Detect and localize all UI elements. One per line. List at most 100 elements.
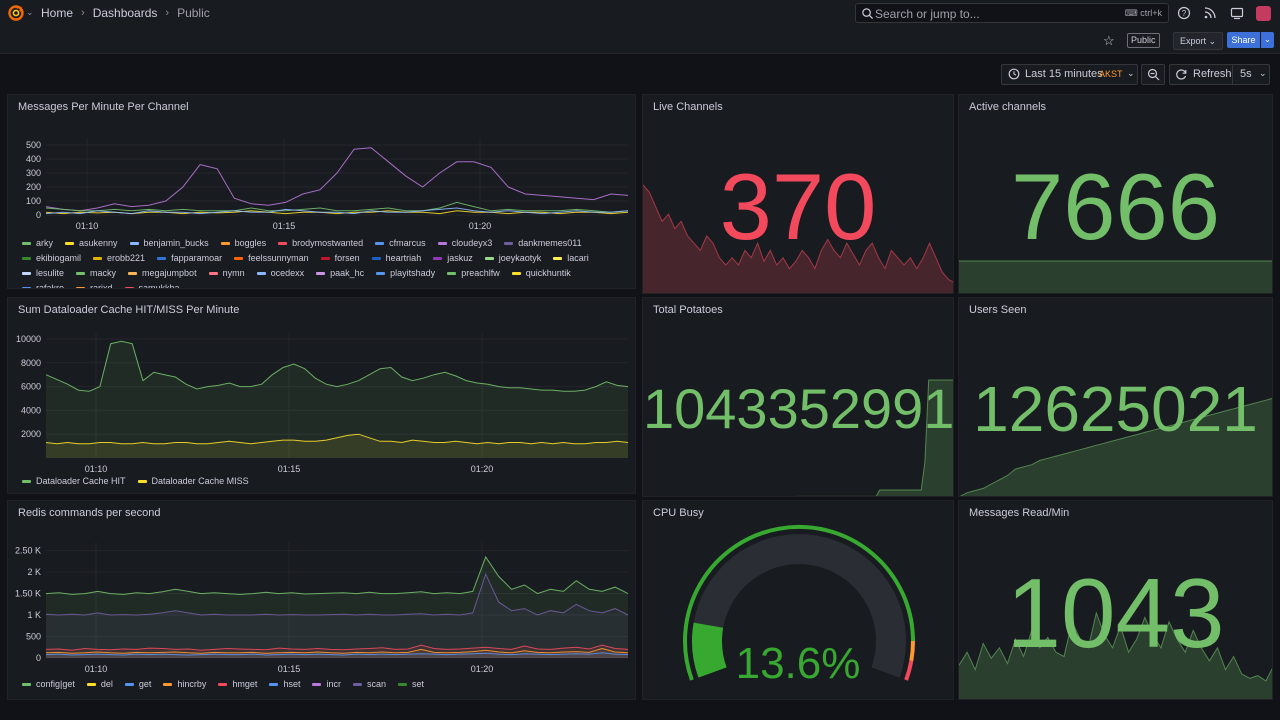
series-line <box>45 147 629 212</box>
legend-item[interactable]: ocedexx <box>256 268 305 278</box>
help-icon[interactable]: ? <box>1177 6 1191 20</box>
legend-swatch <box>484 256 494 260</box>
legend-label: brodymostwanted <box>292 238 364 248</box>
legend-item[interactable]: benjamin_bucks <box>129 238 209 248</box>
legend-item[interactable]: set <box>397 679 424 689</box>
legend-item[interactable]: megajumpbot <box>128 268 197 278</box>
zoom-out-button[interactable] <box>1141 64 1165 85</box>
panel-cpu-busy: CPU Busy 13.6% <box>642 500 954 700</box>
user-avatar[interactable] <box>1256 6 1271 21</box>
share-options-button[interactable]: ⌄ <box>1261 32 1274 48</box>
time-range-label: Last 15 minutes <box>1025 68 1103 80</box>
legend-item[interactable]: hset <box>269 679 300 689</box>
legend-item[interactable]: playitshady <box>376 268 435 278</box>
panel-title: Active channels <box>969 101 1047 113</box>
grafana-logo-icon[interactable] <box>8 5 24 21</box>
refresh-label[interactable]: Refresh <box>1193 68 1232 80</box>
legend-label: ocedexx <box>270 268 305 278</box>
x-tick-label: 01:15 <box>278 664 301 674</box>
legend-label: fapparamoar <box>171 253 223 263</box>
legend-item[interactable]: hmget <box>218 679 257 689</box>
rss-news-icon[interactable] <box>1203 6 1217 20</box>
legend-item[interactable]: cfmarcus <box>375 238 426 248</box>
legend-item[interactable]: get <box>124 679 151 689</box>
time-range-picker[interactable]: Last 15 minutes AKST ⌄ <box>1001 64 1138 85</box>
gauge-value: 13.6% <box>735 639 861 688</box>
legend-item[interactable]: dankmemes011 <box>504 238 582 248</box>
breadcrumb-home[interactable]: Home <box>41 6 74 20</box>
sparkline-area <box>643 185 953 293</box>
legend-item[interactable]: jaskuz <box>433 253 473 263</box>
legend-item[interactable]: incr <box>312 679 341 689</box>
y-tick-label: 2.50 K <box>15 546 41 556</box>
legend-item[interactable]: del <box>86 679 113 689</box>
y-tick-label: 2 K <box>27 567 41 577</box>
legend-swatch <box>553 256 563 260</box>
sparkline-line <box>643 184 953 283</box>
x-tick-label: 01:20 <box>469 221 492 231</box>
refresh-interval[interactable]: 5s <box>1240 68 1252 80</box>
x-tick-label: 01:15 <box>278 464 301 473</box>
legend-item[interactable]: boggles <box>220 238 266 248</box>
legend-item[interactable]: lesulite <box>22 268 64 278</box>
legend-item[interactable]: feelssunnyman <box>234 253 309 263</box>
legend-item[interactable]: paak_hc <box>316 268 364 278</box>
star-icon[interactable]: ☆ <box>1103 33 1115 48</box>
legend-swatch <box>22 682 31 686</box>
legend-item[interactable]: rafakro <box>22 283 64 288</box>
legend-item[interactable]: ekibiogamil <box>22 253 81 263</box>
dataloader-chart[interactable]: 2000 4000 6000 8000 10000 01:10 01:15 01:20 <box>8 298 636 473</box>
legend-item[interactable]: brodymostwanted <box>278 238 363 248</box>
legend-item[interactable]: macky <box>76 268 116 278</box>
share-button[interactable]: Share <box>1227 32 1260 48</box>
messages-chart[interactable]: 0 100 200 300 400 500 01:10 01:15 01:20 <box>8 95 636 235</box>
legend-item[interactable]: quickhuntik <box>511 268 571 278</box>
legend-swatch <box>163 682 173 686</box>
panel-title: Messages Read/Min <box>969 507 1070 519</box>
series-line <box>45 433 629 445</box>
legend-item[interactable]: heartriah <box>371 253 421 263</box>
legend-item[interactable]: rarjxd <box>76 283 113 288</box>
legend-swatch <box>397 682 407 686</box>
series-line <box>45 644 629 651</box>
panel-title: CPU Busy <box>653 507 704 519</box>
legend-label: set <box>411 679 424 689</box>
refresh-picker[interactable]: Refresh 5s ⌄ <box>1169 64 1270 85</box>
legend-item[interactable]: Dataloader Cache HIT <box>22 476 126 486</box>
sparkline-area <box>959 261 1272 293</box>
legend-item[interactable]: cloudeyx3 <box>437 238 492 248</box>
dock-menu-icon[interactable] <box>1230 6 1244 20</box>
legend-item[interactable]: joeykaotyk <box>484 253 542 263</box>
legend-label: joeykaotyk <box>498 253 542 263</box>
legend-item[interactable]: Dataloader Cache MISS <box>137 476 249 486</box>
legend-label: megajumpbot <box>142 268 197 278</box>
active-channels-sparkline <box>959 260 1272 293</box>
legend-item[interactable]: erobb221 <box>93 253 145 263</box>
legend-item[interactable]: forsen <box>320 253 360 263</box>
chevron-down-icon[interactable]: ⌄ <box>26 7 34 17</box>
legend-item[interactable]: lacari <box>553 253 589 263</box>
legend-swatch <box>129 241 139 245</box>
legend-item[interactable]: asukenny <box>65 238 118 248</box>
y-tick-label: 0 <box>36 210 41 220</box>
legend-item[interactable]: nymn <box>208 268 245 278</box>
stat-value: 12625021 <box>973 373 1258 445</box>
legend-item[interactable]: fapparamoar <box>157 253 222 263</box>
breadcrumb-dashboards[interactable]: Dashboards <box>92 6 158 20</box>
legend-item[interactable]: preachlfw <box>447 268 500 278</box>
legend-item[interactable]: arky <box>22 238 53 248</box>
legend-swatch <box>86 682 96 686</box>
legend-item[interactable]: scan <box>352 679 386 689</box>
export-button[interactable]: Export ⌄ <box>1173 32 1223 50</box>
search-icon <box>862 8 874 20</box>
redis-chart[interactable]: 0 500 1 K 1.50 K 2 K 2.50 K 01:10 01:15 01:20 <box>8 501 636 676</box>
legend-item[interactable]: samukkha <box>124 283 180 288</box>
legend-label: playitshady <box>390 268 436 278</box>
legend-label: ekibiogamil <box>36 253 82 263</box>
legend-label: lesulite <box>36 268 65 278</box>
legend-item[interactable]: hincrby <box>163 679 206 689</box>
legend-item[interactable]: config|get <box>22 679 75 689</box>
gauge-threshold-orange <box>909 640 916 662</box>
legend-swatch <box>208 271 218 275</box>
search-input[interactable]: Search or jump to... ⌨ ctrl+k <box>855 3 1169 23</box>
